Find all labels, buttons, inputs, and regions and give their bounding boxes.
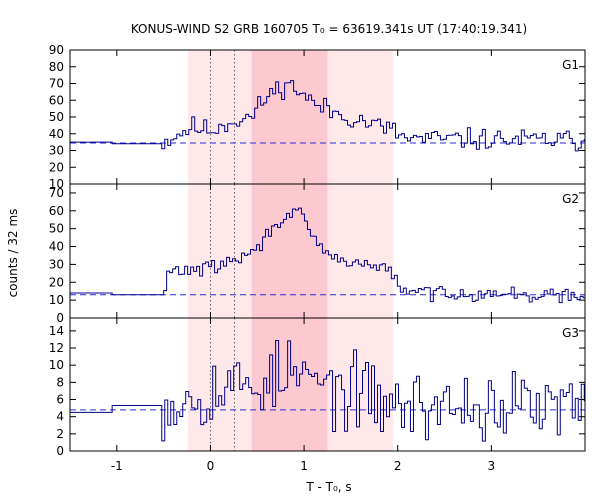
y-tick-label: 10 — [49, 358, 64, 372]
y-tick-label: 80 — [49, 60, 64, 74]
shaded-interval — [251, 318, 328, 451]
y-tick-label: 2 — [56, 427, 64, 441]
y-tick-label: 20 — [49, 275, 64, 289]
y-tick-label: 10 — [49, 177, 64, 191]
x-axis-title: T - T₀, s — [305, 480, 351, 494]
panel-label: G3 — [562, 326, 579, 340]
chart-title: KONUS-WIND S2 GRB 160705 T₀ = 63619.341s… — [131, 22, 527, 36]
light-curve-g1 — [70, 80, 585, 152]
x-tick-label: 2 — [394, 459, 402, 473]
y-tick-label: 8 — [56, 375, 64, 389]
shaded-interval — [187, 318, 252, 451]
shaded-interval — [187, 184, 252, 318]
y-tick-label: 20 — [49, 160, 64, 174]
shaded-interval — [327, 50, 394, 184]
panel-g3: 0 2 4 6 8 10 12 14 G3 — [49, 317, 586, 458]
y-tick-label: 30 — [49, 144, 64, 158]
y-tick-label: 0 — [56, 311, 64, 325]
y-tick-label: 50 — [49, 222, 64, 236]
y-tick-label: 14 — [49, 324, 64, 338]
y-tick-label: 90 — [49, 43, 64, 57]
y-tick-label: 40 — [49, 127, 64, 141]
x-tick-label: 0 — [207, 459, 215, 473]
shaded-interval — [187, 50, 252, 184]
x-tick-label: 1 — [300, 459, 308, 473]
y-axis-title: counts / 32 ms — [6, 209, 20, 298]
panel-g2: 0 10 20 30 40 50 60 70 G2 — [49, 183, 586, 325]
y-tick-label: 70 — [49, 77, 64, 91]
panel-g1: 10 20 30 40 50 60 70 80 90 G1 — [49, 43, 586, 191]
panel-label: G1 — [562, 58, 579, 72]
panel-label: G2 — [562, 192, 579, 206]
x-tick-label: 3 — [488, 459, 496, 473]
y-tick-label: 6 — [56, 393, 64, 407]
y-tick-label: 60 — [49, 204, 64, 218]
y-tick-label: 30 — [49, 257, 64, 271]
y-tick-label: 12 — [49, 341, 64, 355]
y-tick-label: 0 — [56, 444, 64, 458]
y-tick-label: 50 — [49, 110, 64, 124]
y-tick-label: 40 — [49, 240, 64, 254]
y-tick-label: 70 — [49, 186, 64, 200]
shaded-interval — [251, 50, 328, 184]
y-tick-label: 4 — [56, 410, 64, 424]
x-tick-label: -1 — [111, 459, 123, 473]
shaded-interval — [251, 184, 328, 318]
y-tick-label: 60 — [49, 93, 64, 107]
light-curve-g3 — [70, 340, 585, 442]
shaded-interval — [327, 318, 394, 451]
light-curve-g2 — [70, 207, 585, 304]
panel-frame — [69, 317, 586, 452]
y-tick-label: 10 — [49, 293, 64, 307]
shaded-interval — [327, 184, 394, 318]
